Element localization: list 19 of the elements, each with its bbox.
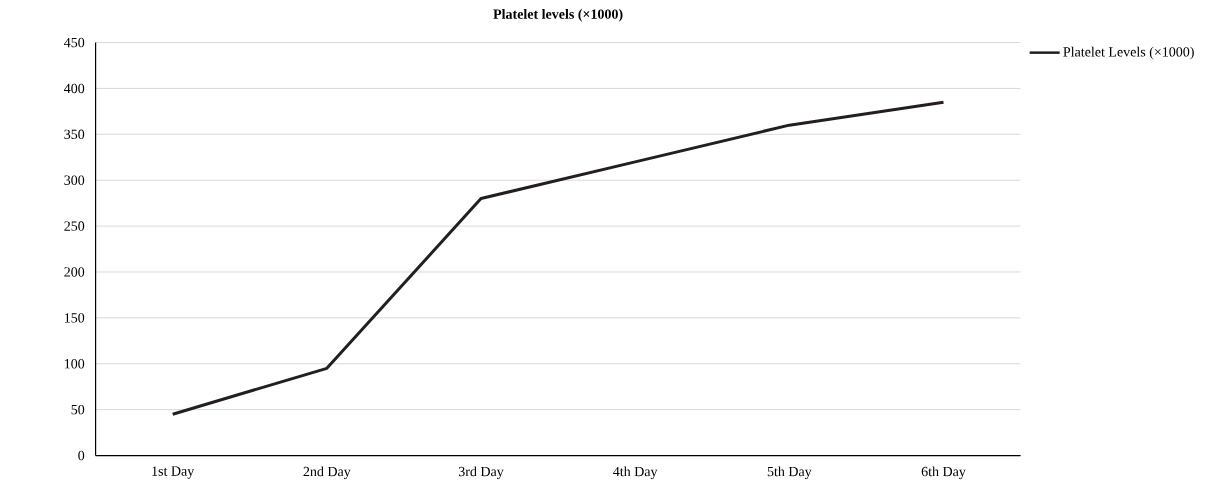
legend-label: Platelet Levels (×1000) [1063, 46, 1194, 60]
line-series [171, 100, 945, 416]
y-tick-label: 300 [64, 175, 85, 185]
y-tick-label: 350 [64, 129, 85, 140]
x-tick-label: 4th Day [613, 466, 658, 480]
x-tick-label: 3rd Day [458, 466, 504, 480]
x-tick-label: 1st Day [152, 466, 195, 479]
y-tick-label: 0 [78, 450, 85, 461]
x-tick-label: 2nd Day [303, 466, 351, 480]
y-tick-label: 150 [64, 313, 85, 323]
x-tick-label: 6th Day [921, 466, 966, 480]
chart-title: Platelet levels (×1000) [493, 8, 623, 22]
x-tick-label: 5th Day [767, 466, 812, 480]
y-tick-label: 100 [64, 359, 85, 369]
y-tick-label: 50 [71, 404, 85, 415]
y-tick-label: 200 [64, 267, 85, 277]
y-tick-label: 400 [64, 83, 85, 94]
y-tick-label: 450 [64, 37, 85, 48]
y-tick-label: 250 [64, 221, 85, 231]
